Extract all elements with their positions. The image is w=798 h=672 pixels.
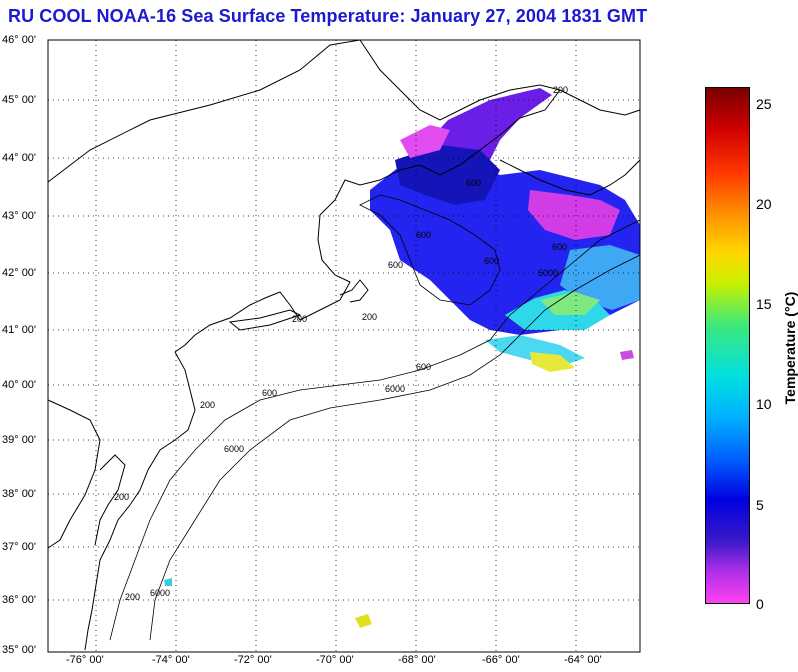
contour-label: 200 [553,85,568,95]
contour-label: 6000 [224,444,244,454]
coastline [47,39,641,651]
lat-label: 46° 00' [2,34,37,46]
contour-label: 600 [466,178,481,188]
colorbar-tick-label: 15 [756,296,772,312]
colorbar-tick-label: 10 [756,396,772,412]
coastline-mid-atlantic [84,351,196,651]
coastline-cape-cod [339,279,369,303]
temperature-colorbar [705,87,750,604]
map-frame [47,39,641,653]
colorbar-tick-label: 0 [756,596,764,612]
colorbar-tick-label: 5 [756,497,764,513]
contour-label: 200 [114,492,129,502]
contour-label: 6000 [385,384,405,394]
coastline-long-island [228,309,302,331]
colorbar-title: Temperature (°C) [782,291,798,405]
coastline-chesapeake [47,399,101,549]
lon-label: -64° 00' [564,654,602,666]
contour-gulf-of-maine [359,194,501,306]
lat-label: 36° 00' [2,594,37,606]
lon-label: -68° 00' [398,654,436,666]
contour-label: 600 [262,388,277,398]
lat-label: 42° 00' [2,267,37,279]
lon-label: -66° 00' [482,654,520,666]
contour-label: 600 [484,256,499,266]
graticule [48,40,640,652]
sst-patch-magenta-north [400,125,450,158]
sst-patch-speck-magenta [620,350,634,360]
coastline-north [47,39,641,183]
sst-patch-magenta [528,190,620,240]
lat-label: 44° 00' [2,152,37,164]
contour-label: 600 [416,362,431,372]
sst-patch-green [540,292,600,315]
contour-label: 200 [292,314,307,324]
lon-label: -74° 00' [152,654,190,666]
coastline-nova-scotia [499,159,641,196]
contour-label: 200 [125,592,140,602]
sst-patch-yellow [530,352,575,372]
lat-label: 37° 00' [2,541,37,553]
lon-label: -72° 00' [234,654,272,666]
lat-label: 38° 00' [2,488,37,500]
lon-label: -76° 00' [66,654,104,666]
lon-label: -70° 00' [316,654,354,666]
lat-label: 39° 00' [2,434,37,446]
contour-label: 6000 [538,268,558,278]
page-title: RU COOL NOAA-16 Sea Surface Temperature:… [8,6,648,26]
colorbar-tick-label: 20 [756,196,772,212]
coastline-delaware [94,454,126,546]
contour-label: 200 [362,312,377,322]
contour-label-group: 200 600 600 600 600 6000 600 6000 200 20… [114,85,568,602]
lat-label: 43° 00' [2,210,37,222]
contour-label: 6000 [150,588,170,598]
contour-shelf-break [109,219,641,641]
colorbar-tick-label: 25 [756,96,772,112]
lat-label: 40° 00' [2,379,37,391]
sst-patch-dark-blue [395,145,500,205]
contour-slope [149,254,641,641]
lat-label: 41° 00' [2,324,37,336]
coastline-maine [174,89,561,353]
sst-patch-speck-yellow [355,614,372,628]
lat-label: 45° 00' [2,94,37,106]
contour-label: 600 [416,230,431,240]
lat-label: 35° 00' [2,644,37,656]
depth-contours [109,194,641,641]
sst-patch-speck-cyan [164,578,172,586]
contour-label: 600 [388,260,403,270]
sst-field [164,88,640,628]
contour-label: 200 [200,400,215,410]
contour-label: 600 [552,242,567,252]
